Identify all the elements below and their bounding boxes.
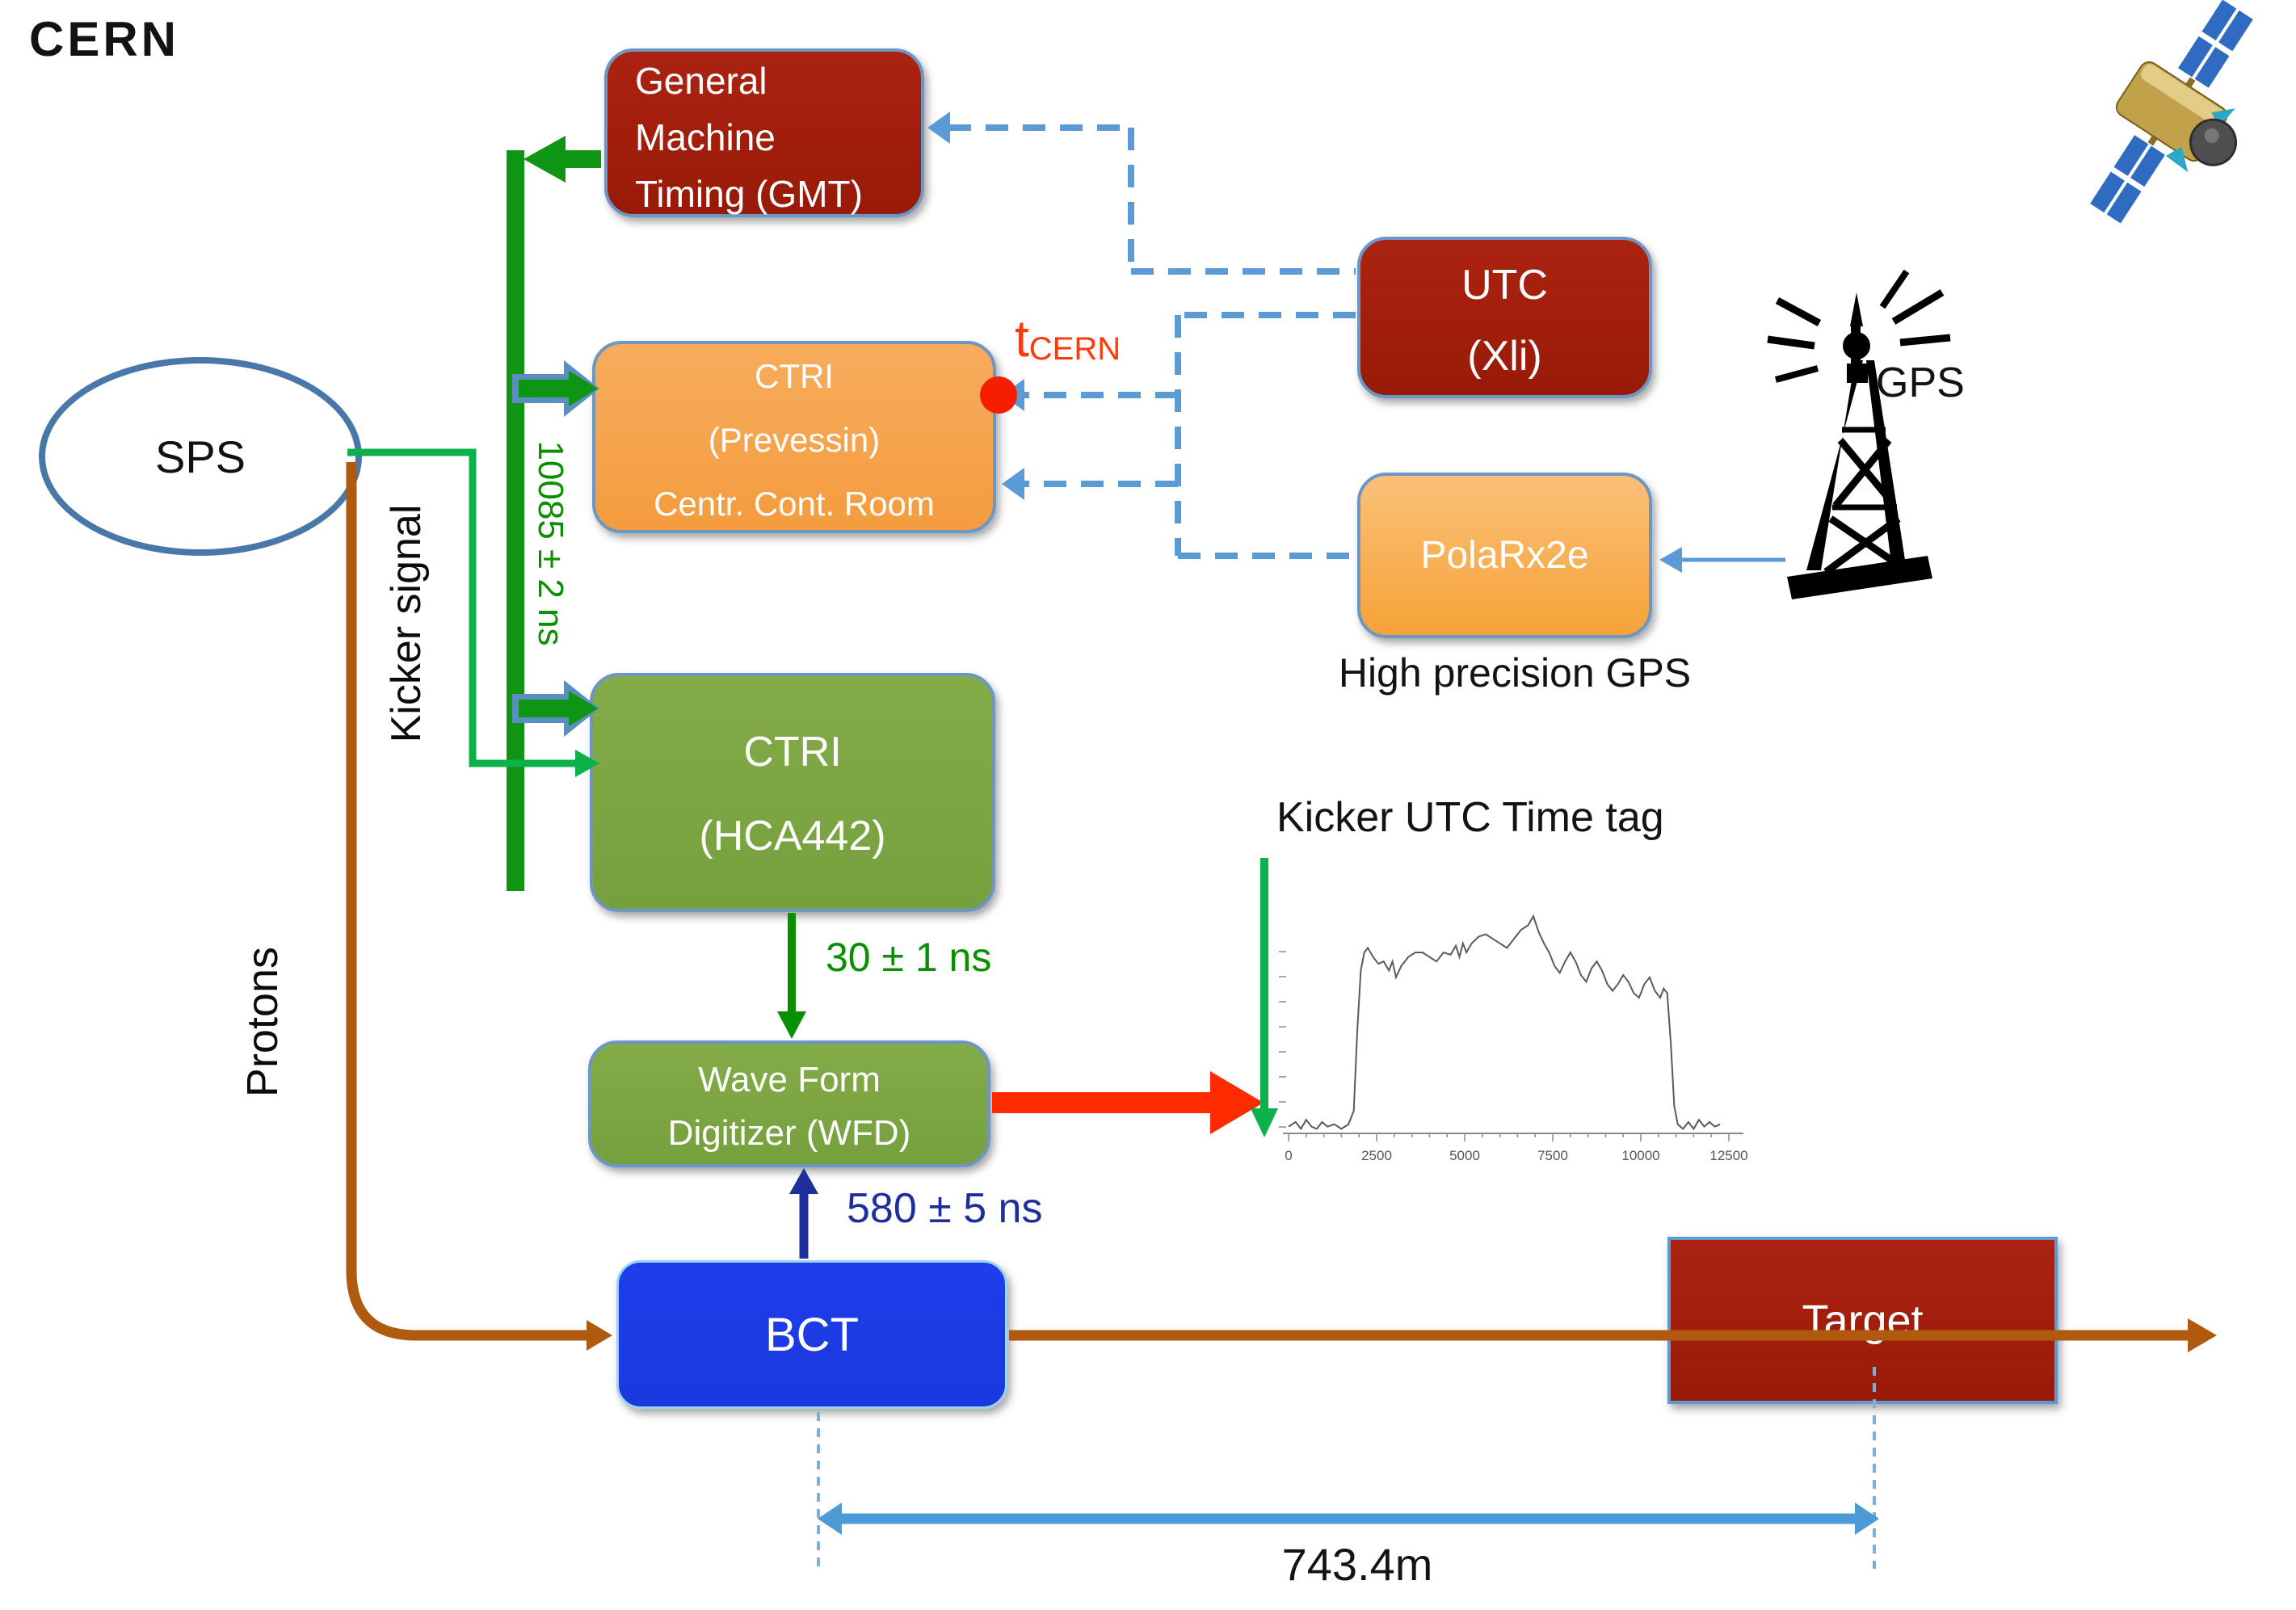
waveform-plot: 0 2500 5000 7500 10000 12500 (1279, 914, 1748, 1163)
waveform-x-tick-label: 7500 (1537, 1148, 1568, 1163)
page-title: CERN (29, 12, 180, 66)
utc-dashed-network (948, 124, 1356, 559)
node-polarx2e: PolaRx2e (1357, 473, 1652, 638)
hca442-to-wfd-arrow (777, 913, 806, 1039)
waveform-x-tick-label: 0 (1285, 1148, 1292, 1163)
waveform-x-tick-label: 2500 (1361, 1148, 1392, 1163)
node-ctri-prevessin-line2: (Prevessin) (708, 421, 881, 459)
node-sps-label: SPS (154, 431, 246, 482)
node-utc-line2: (Xli) (1467, 333, 1542, 380)
gps-antenna-tower-icon (1767, 269, 1951, 599)
wfd-delay-label: 30 ± 1 ns (826, 935, 992, 980)
node-sps: SPS (39, 357, 362, 556)
high-precision-gps-label: High precision GPS (1338, 650, 1692, 696)
node-bct-label: BCT (765, 1308, 859, 1361)
node-ctri-prevessin-line1: CTRI (755, 357, 834, 395)
gmt-delay-label: 10085 ± 2 ns (531, 440, 570, 646)
node-ctri-hca442-line1: CTRI (743, 729, 842, 776)
gps-to-polarx-arrow (1659, 547, 1785, 573)
node-gmt-line1: General (635, 60, 767, 102)
node-ctri-prevessin-line3: Centr. Cont. Room (654, 485, 935, 523)
node-ctri-prevessin: CTRI (Prevessin) Centr. Cont. Room (592, 341, 996, 533)
node-utc-line1: UTC (1461, 262, 1548, 309)
distance-label: 743.4m (1281, 1539, 1433, 1590)
t-cern-symbol: t (1015, 309, 1029, 368)
node-gmt-line2: Machine (635, 116, 776, 158)
node-wfd-line2: Digitizer (WFD) (667, 1113, 911, 1153)
waveform-x-tick-label: 5000 (1449, 1148, 1480, 1163)
protons-label: Protons (238, 946, 287, 1098)
satellite-icon (2087, 0, 2256, 227)
t-cern-label: tCERN (1015, 309, 1121, 368)
kicker-signal-label: Kicker signal (383, 504, 430, 743)
node-ctri-hca442-line2: (HCA442) (699, 813, 886, 860)
node-wfd-line1: Wave Form (698, 1060, 881, 1099)
wfd-output-arrow (992, 1071, 1264, 1134)
bct-delay-label: 580 ± 5 ns (847, 1185, 1043, 1232)
node-gmt: General Machine Timing (GMT) (604, 48, 924, 217)
t-cern-subscript: CERN (1028, 331, 1121, 368)
node-ctri-hca442: CTRI (HCA442) (590, 673, 995, 912)
node-polarx2e-label: PolaRx2e (1420, 534, 1589, 577)
kicker-utc-tag-label: Kicker UTC Time tag (1276, 794, 1664, 841)
node-bct: BCT (616, 1260, 1007, 1409)
node-wfd: Wave Form Digitizer (WFD) (588, 1040, 990, 1167)
node-target: Target (1667, 1237, 2058, 1404)
gps-label: GPS (1876, 359, 1965, 406)
kicker-utc-tag-arrow (1251, 858, 1278, 1137)
node-gmt-line3: Timing (GMT) (635, 173, 863, 215)
waveform-x-tick-label: 12500 (1709, 1148, 1747, 1163)
waveform-x-tick-label: 10000 (1621, 1148, 1659, 1163)
bct-to-wfd-arrow (789, 1168, 818, 1259)
node-utc: UTC (Xli) (1357, 237, 1652, 398)
node-target-label: Target (1802, 1296, 1924, 1345)
